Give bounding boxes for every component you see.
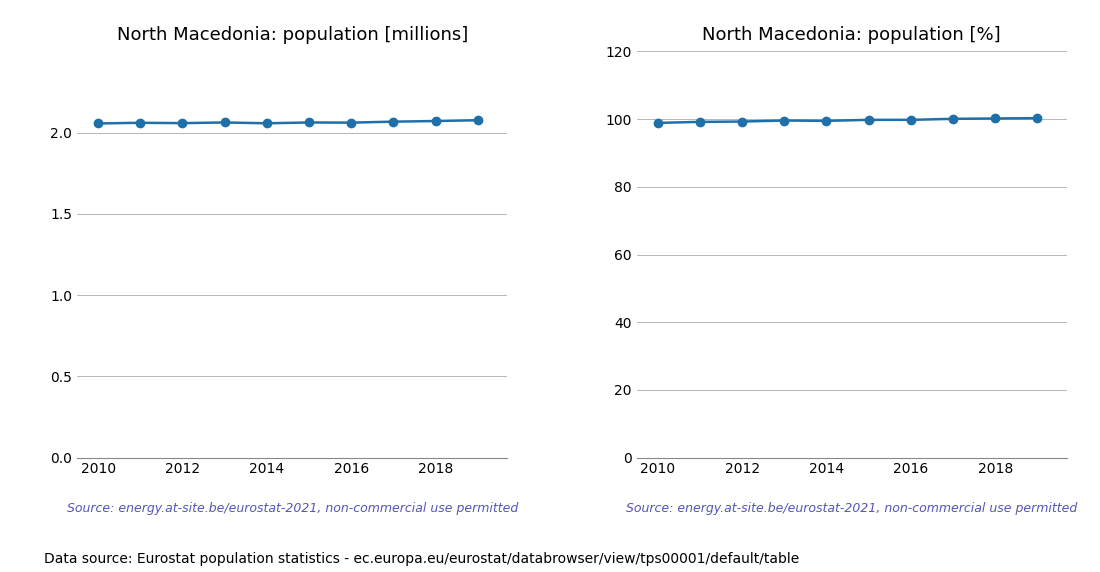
Title: North Macedonia: population [millions]: North Macedonia: population [millions] (117, 26, 468, 45)
Text: Data source: Eurostat population statistics - ec.europa.eu/eurostat/databrowser/: Data source: Eurostat population statist… (44, 553, 800, 566)
Text: Source: energy.at-site.be/eurostat-2021, non-commercial use permitted: Source: energy.at-site.be/eurostat-2021,… (626, 502, 1077, 515)
Title: North Macedonia: population [%]: North Macedonia: population [%] (703, 26, 1001, 45)
Text: Source: energy.at-site.be/eurostat-2021, non-commercial use permitted: Source: energy.at-site.be/eurostat-2021,… (67, 502, 518, 515)
